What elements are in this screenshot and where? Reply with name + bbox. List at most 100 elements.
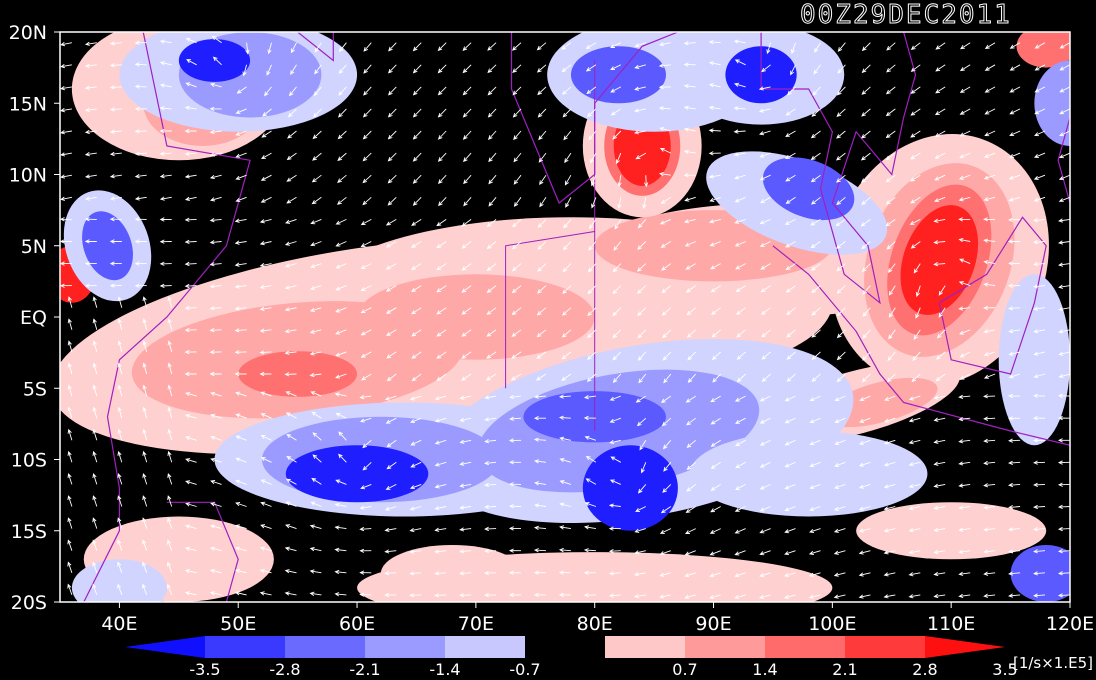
wind-vector [314,64,322,75]
wind-vector [908,594,921,599]
wind-vector [934,152,946,159]
wind-vector [683,105,696,110]
wind-vector [735,484,746,490]
wind-vector [1008,261,1021,266]
wind-vector [210,413,222,419]
wind-vector [484,526,497,532]
wind-vector [1057,571,1070,576]
wind-vector [887,351,896,361]
wind-vector [711,329,721,338]
wind-vector [784,483,796,490]
wind-vector [686,417,696,426]
wind-vector [185,37,197,44]
lat-label: 20N [9,22,47,44]
wind-vector [833,528,846,533]
wind-vector [958,237,971,243]
wind-vector [958,483,971,488]
wind-vector [461,307,472,315]
wind-vector [984,42,996,49]
wind-vector [759,152,771,158]
wind-vector [809,417,821,424]
wind-vector [159,128,172,134]
wind-vector [142,495,148,507]
wind-vector [309,329,322,334]
wind-vector [859,395,871,402]
wind-vector [184,261,197,267]
wind-vector [885,174,896,183]
wind-vector [461,373,472,381]
wind-vector [235,108,247,114]
wind-vector [709,550,721,556]
wind-vector [142,539,148,551]
wind-vector [284,329,297,334]
wind-vector [461,329,472,337]
wind-vector [687,373,697,383]
wind-vector [167,473,173,485]
lon-label: 110E [927,613,975,635]
wind-vector [585,42,597,50]
wind-vector [363,86,372,96]
wind-vector [309,547,322,552]
lat-label: 5S [23,378,47,400]
wind-vector [385,307,397,314]
wind-vector [185,480,197,485]
wind-vector [537,241,547,250]
wind-vector [1008,549,1021,554]
wind-vector [909,218,921,225]
wind-vector [634,572,646,577]
wind-vector [434,505,447,511]
wind-vector [561,86,572,95]
wind-vector [612,130,622,140]
wind-vector [484,417,497,422]
wind-vector [958,174,971,180]
wind-vector [710,461,721,469]
wind-vector [159,283,172,289]
wind-vector [908,550,921,555]
lat-label: 5N [21,236,47,258]
wind-vector [360,285,372,291]
wind-vector [185,458,197,463]
wind-vector [983,217,996,222]
wind-vector [261,152,272,159]
wind-vector [67,561,73,573]
wind-vector [335,413,347,419]
wind-vector [1058,152,1070,159]
colorbar-label: -3.5 [189,660,220,679]
wind-vector [759,550,771,556]
wind-vector [1033,262,1046,267]
wind-vector [562,263,572,273]
wind-vector [559,480,572,485]
wind-vector [510,373,522,381]
wind-vector [363,64,372,74]
wind-vector [60,174,72,179]
wind-vector [461,241,472,249]
wind-vector [487,42,497,51]
wind-vector [635,395,647,403]
wind-vector [933,461,946,466]
wind-vector [142,362,148,375]
wind-vector [811,196,821,205]
wind-vector [958,461,971,466]
wind-vector [683,149,696,154]
wind-vector [67,473,73,485]
wind-vector [659,572,671,577]
wind-vector [658,106,671,111]
wind-vector [908,528,921,533]
wind-vector [284,285,297,290]
wind-vector [385,219,397,226]
wind-vector [117,340,123,353]
wind-vector [711,307,721,316]
wind-vector [558,592,571,598]
wind-vector [637,263,647,272]
wind-vector [484,482,497,488]
wind-vector [167,362,173,375]
wind-vector [235,502,247,507]
wind-vector [587,108,597,118]
wind-vector [561,351,572,360]
wind-vector [508,482,522,487]
wind-vector [983,460,996,466]
wind-vector [60,261,72,266]
wind-vector [784,572,796,578]
wind-vector [984,86,996,93]
wind-vector [1008,373,1021,379]
